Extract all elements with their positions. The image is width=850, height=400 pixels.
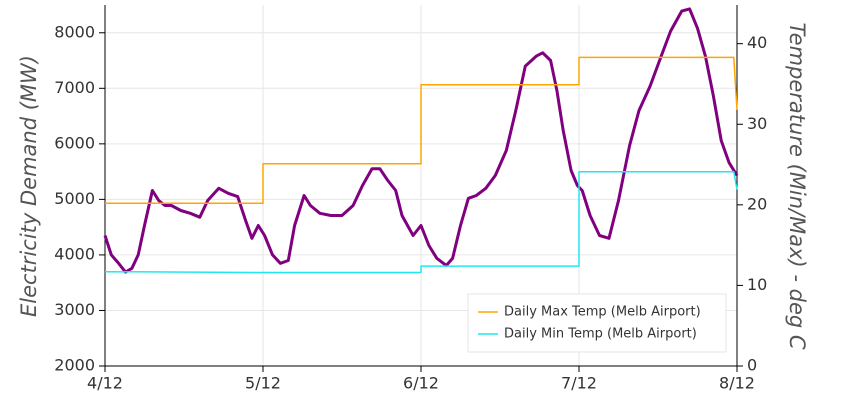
x-tick-label: 7/12 <box>561 374 597 393</box>
y-tick-label: 4000 <box>54 244 95 263</box>
x-tick-label: 6/12 <box>403 374 439 393</box>
y2-tick-label: 10 <box>747 275 767 294</box>
x-tick-label: 4/12 <box>87 374 123 393</box>
y-axis-title: Electricity Demand (MW) <box>17 55 41 317</box>
y2-tick-label: 20 <box>747 194 767 213</box>
y-tick-label: 8000 <box>54 22 95 41</box>
y2-tick-label: 30 <box>747 114 767 133</box>
legend-label: Daily Min Temp (Melb Airport) <box>504 327 697 342</box>
y-tick-label: 7000 <box>54 78 95 97</box>
y-tick-label: 3000 <box>54 300 95 319</box>
x-tick-label: 8/12 <box>719 374 755 393</box>
series-line <box>105 56 738 204</box>
series-line <box>103 7 739 274</box>
series-line <box>104 171 738 274</box>
y2-tick-label: 0 <box>747 356 757 375</box>
y2-axis-title: Temperature (Min/Max) - deg C <box>785 22 809 349</box>
legend-box <box>467 293 727 353</box>
y-tick-label: 2000 <box>54 356 95 375</box>
y-tick-label: 6000 <box>54 133 95 152</box>
y2-tick-label: 40 <box>747 33 767 52</box>
x-tick-label: 5/12 <box>245 374 281 393</box>
legend-label: Daily Max Temp (Melb Airport) <box>504 305 701 320</box>
y-tick-label: 5000 <box>54 189 95 208</box>
